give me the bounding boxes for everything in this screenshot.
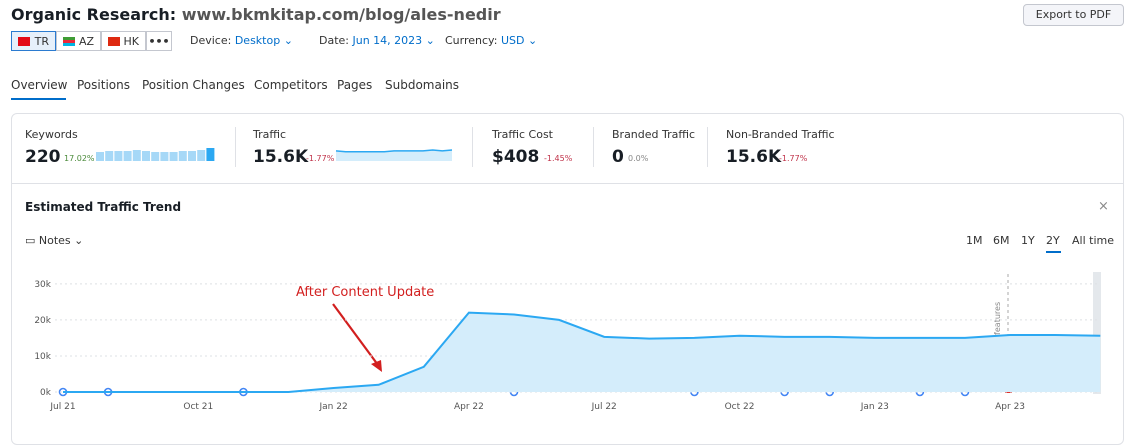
metric-label: Traffic <box>253 128 287 141</box>
metric-label: Keywords <box>25 128 78 141</box>
db-tab[interactable]: HK <box>101 31 146 51</box>
x-tick-label: Jul 21 <box>49 402 75 412</box>
period[interactable]: 1M <box>966 234 983 247</box>
metric-value: 0 <box>612 147 624 167</box>
filter-label: Device: <box>190 34 232 47</box>
x-tick-label: Jan 22 <box>319 402 348 412</box>
sep <box>472 127 473 167</box>
db-label: TR <box>34 35 49 48</box>
filter-value: Desktop <box>234 34 281 47</box>
notes-label: Notes <box>38 234 71 247</box>
flag <box>108 37 120 46</box>
tab[interactable]: Position Changes <box>142 78 245 92</box>
db-tab[interactable]: AZ <box>56 31 101 51</box>
spark-line <box>335 149 453 153</box>
filter[interactable]: Date: Jun 14, 2023 ⌄ <box>319 34 435 47</box>
spark-bar <box>169 152 178 161</box>
line <box>63 311 1101 393</box>
filter-value: Jun 14, 2023 <box>352 34 423 47</box>
metric-change: 0.0% <box>628 154 649 163</box>
page: Organic Research: www.bkmkitap.com/blog/… <box>11 4 1124 445</box>
spark-bar <box>160 152 169 161</box>
filter-label: Date: <box>319 34 349 47</box>
y-tick-label: 10k <box>34 352 51 362</box>
metric-change: -1.77% <box>779 154 808 163</box>
x-tick-label: Jan 23 <box>860 402 889 412</box>
spark-bar <box>142 151 150 161</box>
more-button[interactable]: ••• <box>146 31 172 51</box>
annotation: After Content Update <box>296 285 434 300</box>
tab[interactable]: Subdomains <box>385 78 460 92</box>
filter[interactable]: Currency: USD ⌄ <box>445 34 538 47</box>
spark-bar <box>151 152 160 161</box>
spark-bar <box>96 152 104 161</box>
metric-value: 15.6K <box>253 147 309 167</box>
tab[interactable]: Overview <box>11 78 68 92</box>
x-tick-label: Apr 23 <box>995 402 1025 412</box>
spark-bar <box>123 151 132 161</box>
tab[interactable]: Competitors <box>254 78 328 92</box>
chart-title: Estimated Traffic Trend <box>25 200 182 214</box>
period[interactable]: 1Y <box>1021 234 1035 247</box>
tab[interactable]: Positions <box>77 78 130 92</box>
x-tick-label: Oct 22 <box>725 402 755 412</box>
spark-bar <box>114 151 123 161</box>
spark-bar <box>178 151 187 161</box>
x-tick-label: Oct 21 <box>183 402 213 412</box>
sep <box>235 127 236 167</box>
period-underline <box>1046 251 1061 253</box>
spark-bar <box>105 151 114 161</box>
filter[interactable]: Device: Desktop ⌄ <box>190 34 293 47</box>
spark-bar <box>206 148 215 161</box>
metric-label: Non-Branded Traffic <box>726 128 835 141</box>
db-label: AZ <box>78 35 94 48</box>
close-button[interactable]: × <box>1098 199 1109 214</box>
today-band <box>1093 272 1101 394</box>
y-tick-label: 20k <box>34 316 51 326</box>
tab-underline <box>11 98 66 100</box>
period[interactable]: 2Y <box>1046 234 1060 247</box>
title: Organic Research: <box>11 5 177 24</box>
spark-bar <box>132 150 141 161</box>
y-tick-label: 0k <box>40 388 52 398</box>
sparklines <box>96 148 453 161</box>
notes-button[interactable]: ▭ Notes ⌄ <box>25 234 84 247</box>
annotation-arrow <box>332 303 379 366</box>
metric-change: 17.02% <box>64 154 95 163</box>
metric-value: 15.6K <box>726 147 782 167</box>
flag <box>18 37 30 46</box>
db-label: HK <box>123 35 140 48</box>
filter-value: USD <box>500 34 525 47</box>
period[interactable]: All time <box>1072 234 1114 247</box>
metric-value: 220 <box>25 147 61 167</box>
chart: SERP features After Content Update 0k 10k… <box>34 272 1101 412</box>
area <box>63 312 1101 392</box>
flag <box>63 37 75 46</box>
metric-change: -1.45% <box>544 154 573 163</box>
metric-change: -1.77% <box>306 154 335 163</box>
arrow-head <box>371 360 382 372</box>
x-tick-label: Jul 22 <box>591 402 617 412</box>
tab[interactable]: Pages <box>337 78 373 92</box>
period[interactable]: 6M <box>993 234 1010 247</box>
divider <box>12 183 1123 184</box>
x-tick-label: Apr 22 <box>454 402 484 412</box>
export-button[interactable]: Export to PDF <box>1023 4 1124 26</box>
db-tab[interactable]: TR <box>11 31 56 51</box>
page-title: Organic Research: www.bkmkitap.com/blog/… <box>11 5 501 24</box>
domain[interactable]: www.bkmkitap.com/blog/ales-nedir <box>181 5 501 24</box>
serp-label: SERP features <box>993 302 1002 358</box>
metric-label: Traffic Cost <box>492 128 553 141</box>
metric-value: $408 <box>492 147 540 167</box>
sep <box>707 127 708 167</box>
spark-bar <box>188 151 196 161</box>
spark-bar <box>197 150 206 161</box>
spark-area <box>336 150 452 161</box>
filter-label: Currency: <box>445 34 498 47</box>
sep <box>593 127 594 167</box>
metric-label: Branded Traffic <box>612 128 696 141</box>
y-tick-label: 30k <box>34 280 51 290</box>
